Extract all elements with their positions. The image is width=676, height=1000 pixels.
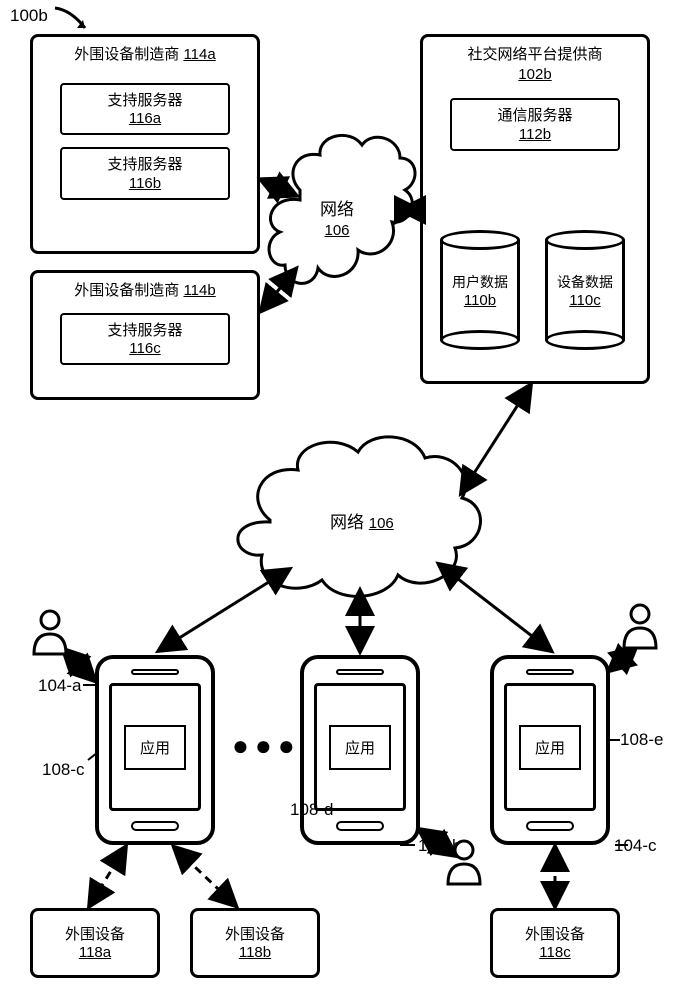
diagram-root: 100b 外围设备制造商 114a 支持服务器 116a 支持服务器 116b … [0,0,676,1000]
person-icon-1 [30,608,70,656]
phone-b-app: 应用 [329,725,391,770]
phone-c-ref: 104-c [614,836,657,856]
db-device: 设备数据110c [545,230,625,350]
support-server-116c: 支持服务器 116c [60,313,230,366]
comm-server: 通信服务器 112b [450,98,620,151]
support-server-116a: 支持服务器 116a [60,83,230,136]
manufacturer-b-box: 外围设备制造商 114b 支持服务器 116c [30,270,260,400]
person-icon-2 [444,838,484,886]
network1-label: 网络106 [320,195,354,240]
person-icon-3 [620,602,660,650]
diagram-ref-label: 100b [10,6,93,32]
peripheral-c: 外围设备 118c [490,908,620,978]
provider-title: 社交网络平台提供商102b [467,45,602,84]
manufacturer-a-box: 外围设备制造商 114a 支持服务器 116a 支持服务器 116b [30,34,260,254]
app-b-ref: 108-d [290,800,333,820]
phone-a-app: 应用 [124,725,186,770]
network2-label: 网络 106 [330,508,394,533]
app-a-ref: 108-c [42,760,85,780]
support-server-116b: 支持服务器 116b [60,147,230,200]
db-user: 用户数据110b [440,230,520,350]
app-c-ref: 108-e [620,730,663,750]
manufacturer-a-title: 外围设备制造商 114a [74,45,215,65]
phone-c-app: 应用 [519,725,581,770]
phone-c: 应用 [490,655,610,845]
phone-a-ref: 104-a [38,676,81,696]
manufacturer-b-title: 外围设备制造商 114b [74,281,215,301]
ellipsis: ●●● [232,730,301,762]
phone-a: 应用 [95,655,215,845]
peripheral-b: 外围设备 118b [190,908,320,978]
peripheral-a: 外围设备 118a [30,908,160,978]
